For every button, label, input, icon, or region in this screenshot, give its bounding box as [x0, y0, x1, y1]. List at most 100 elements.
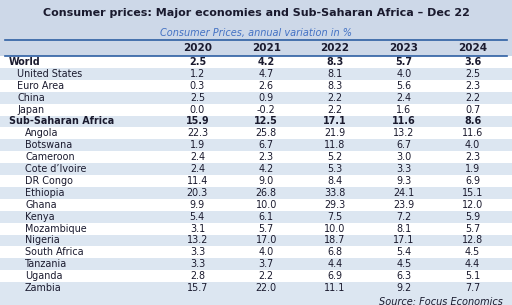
Text: 4.4: 4.4	[327, 259, 343, 269]
Text: Sub-Saharan Africa: Sub-Saharan Africa	[9, 117, 114, 127]
Text: 11.8: 11.8	[324, 140, 346, 150]
Text: 8.4: 8.4	[327, 176, 343, 186]
Bar	[0, 116, 512, 127]
Text: 9.3: 9.3	[396, 176, 412, 186]
Text: 6.7: 6.7	[259, 140, 274, 150]
Text: 8.6: 8.6	[464, 117, 481, 127]
Text: 3.7: 3.7	[259, 259, 274, 269]
Text: Cote d’Ivoire: Cote d’Ivoire	[25, 164, 87, 174]
Text: 3.0: 3.0	[396, 152, 412, 162]
Bar	[0, 127, 512, 139]
Text: 5.7: 5.7	[259, 224, 274, 234]
Text: 5.7: 5.7	[465, 224, 480, 234]
Text: 6.9: 6.9	[328, 271, 343, 281]
Text: 0.0: 0.0	[190, 105, 205, 115]
Text: 21.9: 21.9	[325, 128, 346, 138]
Text: 17.1: 17.1	[393, 235, 415, 246]
Text: 22.3: 22.3	[187, 128, 208, 138]
Text: 20.3: 20.3	[187, 188, 208, 198]
Text: Nigeria: Nigeria	[25, 235, 60, 246]
Text: 8.1: 8.1	[327, 69, 343, 79]
Bar	[0, 40, 512, 56]
Text: Ghana: Ghana	[25, 200, 57, 210]
Text: Mozambique: Mozambique	[25, 224, 87, 234]
Text: 2024: 2024	[458, 43, 487, 53]
Text: 2.2: 2.2	[328, 105, 343, 115]
Text: 2.3: 2.3	[465, 81, 480, 91]
Text: 4.2: 4.2	[259, 164, 274, 174]
Text: 5.4: 5.4	[190, 212, 205, 222]
Text: 10.0: 10.0	[324, 224, 346, 234]
Text: 26.8: 26.8	[255, 188, 277, 198]
Text: 6.9: 6.9	[465, 176, 480, 186]
Text: 17.0: 17.0	[255, 235, 277, 246]
Text: 29.3: 29.3	[325, 200, 346, 210]
Text: 9.2: 9.2	[396, 283, 411, 293]
Text: 3.6: 3.6	[464, 57, 481, 67]
Text: Zambia: Zambia	[25, 283, 62, 293]
Bar	[0, 68, 512, 80]
Text: 9.9: 9.9	[190, 200, 205, 210]
Text: 22.0: 22.0	[255, 283, 277, 293]
Text: Uganda: Uganda	[25, 271, 62, 281]
Text: 2021: 2021	[252, 43, 281, 53]
Text: United States: United States	[17, 69, 82, 79]
Bar	[0, 294, 512, 305]
Text: 5.3: 5.3	[327, 164, 343, 174]
Text: 8.3: 8.3	[326, 57, 344, 67]
Text: 6.3: 6.3	[396, 271, 411, 281]
Text: DR Congo: DR Congo	[25, 176, 73, 186]
Text: -0.2: -0.2	[257, 105, 275, 115]
Bar	[0, 26, 512, 40]
Text: 4.5: 4.5	[465, 247, 480, 257]
Bar	[0, 175, 512, 187]
Text: 17.1: 17.1	[323, 117, 347, 127]
Bar	[0, 151, 512, 163]
Bar	[0, 270, 512, 282]
Text: 33.8: 33.8	[324, 188, 346, 198]
Text: 2.5: 2.5	[190, 93, 205, 103]
Text: 11.4: 11.4	[187, 176, 208, 186]
Text: 3.3: 3.3	[396, 164, 412, 174]
Text: 4.0: 4.0	[396, 69, 412, 79]
Text: 12.8: 12.8	[462, 235, 483, 246]
Text: 4.2: 4.2	[258, 57, 275, 67]
Bar	[0, 187, 512, 199]
Text: 2.6: 2.6	[259, 81, 274, 91]
Bar	[0, 282, 512, 294]
Text: Tanzania: Tanzania	[25, 259, 67, 269]
Text: Angola: Angola	[25, 128, 58, 138]
Text: Botswana: Botswana	[25, 140, 72, 150]
Text: 4.0: 4.0	[259, 247, 274, 257]
Text: 2020: 2020	[183, 43, 212, 53]
Text: 2.2: 2.2	[465, 93, 480, 103]
Text: 0.9: 0.9	[259, 93, 274, 103]
Text: 2.5: 2.5	[465, 69, 480, 79]
Text: World: World	[9, 57, 40, 67]
Text: South Africa: South Africa	[25, 247, 83, 257]
Text: 1.9: 1.9	[190, 140, 205, 150]
Text: 11.1: 11.1	[324, 283, 346, 293]
Text: 18.7: 18.7	[324, 235, 346, 246]
Text: Consumer prices: Major economies and Sub-Saharan Africa – Dec 22: Consumer prices: Major economies and Sub…	[42, 8, 470, 18]
Text: Japan: Japan	[17, 105, 44, 115]
Bar	[0, 92, 512, 104]
Text: 2.4: 2.4	[190, 152, 205, 162]
Text: Euro Area: Euro Area	[17, 81, 64, 91]
Text: 4.0: 4.0	[465, 140, 480, 150]
Text: 5.7: 5.7	[395, 57, 412, 67]
Text: 2.8: 2.8	[190, 271, 205, 281]
Text: 2022: 2022	[321, 43, 350, 53]
Text: 12.5: 12.5	[254, 117, 278, 127]
Bar	[0, 223, 512, 235]
Text: 15.9: 15.9	[185, 117, 209, 127]
Bar	[0, 246, 512, 258]
Bar	[0, 56, 512, 68]
Text: Source: Focus Economics: Source: Focus Economics	[379, 297, 503, 305]
Text: 3.3: 3.3	[190, 259, 205, 269]
Text: 25.8: 25.8	[255, 128, 277, 138]
Text: 7.2: 7.2	[396, 212, 411, 222]
Text: 15.1: 15.1	[462, 188, 483, 198]
Text: 6.1: 6.1	[259, 212, 274, 222]
Text: 5.1: 5.1	[465, 271, 480, 281]
